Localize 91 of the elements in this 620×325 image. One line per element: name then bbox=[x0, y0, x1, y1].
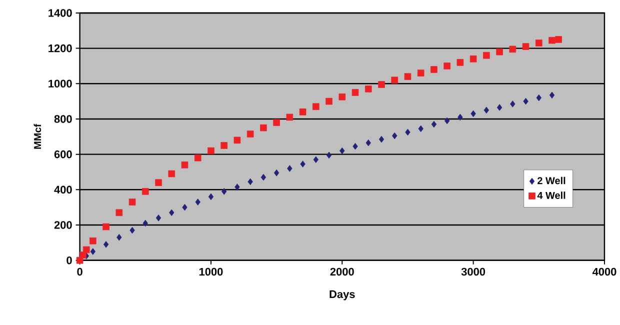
point bbox=[510, 100, 516, 108]
point bbox=[82, 246, 90, 254]
point bbox=[484, 106, 490, 114]
point bbox=[273, 119, 280, 126]
point bbox=[430, 66, 438, 73]
point bbox=[392, 132, 398, 140]
point bbox=[352, 89, 359, 96]
point bbox=[142, 188, 149, 195]
point bbox=[128, 198, 136, 206]
point bbox=[103, 240, 109, 248]
point bbox=[168, 170, 176, 178]
point bbox=[287, 164, 292, 172]
point bbox=[548, 36, 556, 44]
point bbox=[234, 184, 240, 190]
point bbox=[364, 85, 372, 92]
point bbox=[246, 130, 254, 138]
point bbox=[536, 40, 542, 46]
x-axis-title: Days bbox=[330, 290, 355, 300]
point bbox=[181, 161, 188, 168]
x-tick-label: 4000 bbox=[592, 268, 616, 276]
point bbox=[155, 179, 162, 186]
y-axis-title: MMcf bbox=[34, 124, 42, 149]
y-tick-label: 1200 bbox=[48, 44, 72, 52]
point bbox=[194, 154, 202, 162]
x-tick-label: 2000 bbox=[330, 268, 354, 276]
point bbox=[470, 110, 476, 117]
point bbox=[234, 136, 241, 144]
point bbox=[483, 52, 490, 59]
y-tick-label: 1000 bbox=[48, 80, 72, 88]
point bbox=[470, 55, 477, 62]
point bbox=[182, 204, 188, 211]
point bbox=[418, 125, 424, 132]
point bbox=[444, 117, 450, 124]
point bbox=[220, 142, 228, 149]
y-tick-label: 200 bbox=[54, 221, 72, 229]
point bbox=[509, 46, 516, 52]
point bbox=[260, 124, 267, 132]
point bbox=[142, 220, 148, 227]
point bbox=[549, 92, 555, 98]
y-tick-label: 1400 bbox=[48, 8, 72, 17]
point bbox=[326, 98, 332, 105]
x-tick-label: 3000 bbox=[461, 268, 486, 276]
point bbox=[90, 248, 96, 255]
point bbox=[523, 98, 528, 105]
point bbox=[195, 198, 200, 206]
point bbox=[286, 114, 294, 121]
point bbox=[299, 108, 306, 116]
point bbox=[208, 147, 214, 154]
point bbox=[536, 94, 542, 102]
point bbox=[338, 93, 346, 100]
point bbox=[116, 234, 122, 241]
point bbox=[300, 160, 306, 168]
point bbox=[221, 188, 227, 195]
point bbox=[458, 114, 463, 121]
point bbox=[366, 139, 371, 146]
x-tick-label: 1000 bbox=[199, 268, 223, 276]
legend-label: 2 Well bbox=[538, 176, 566, 184]
point bbox=[169, 209, 174, 216]
point bbox=[405, 128, 410, 136]
y-tick-label: 800 bbox=[54, 115, 72, 123]
point bbox=[391, 76, 398, 84]
point bbox=[208, 193, 214, 200]
point bbox=[130, 226, 135, 234]
point bbox=[248, 178, 253, 186]
point bbox=[102, 223, 110, 230]
point bbox=[156, 214, 162, 222]
point bbox=[431, 120, 437, 128]
point bbox=[378, 81, 385, 88]
point bbox=[312, 103, 320, 110]
point bbox=[555, 36, 562, 43]
y-tick-label: 600 bbox=[54, 150, 72, 158]
point bbox=[456, 58, 464, 66]
point bbox=[496, 48, 503, 56]
point bbox=[274, 169, 280, 176]
y-tick-label: 400 bbox=[54, 186, 72, 194]
point bbox=[313, 156, 318, 163]
x-tick-label: 0 bbox=[77, 268, 82, 276]
point bbox=[116, 209, 123, 216]
point bbox=[522, 43, 530, 50]
point bbox=[90, 237, 96, 244]
point bbox=[417, 70, 424, 76]
point bbox=[444, 62, 450, 70]
point bbox=[404, 73, 412, 80]
point bbox=[260, 174, 266, 181]
point bbox=[352, 142, 358, 150]
legend-label: 4 Well bbox=[537, 192, 566, 199]
y-tick-label: 0 bbox=[66, 256, 72, 264]
point bbox=[340, 147, 345, 154]
point bbox=[326, 152, 332, 159]
point bbox=[496, 104, 502, 111]
point bbox=[378, 136, 384, 143]
